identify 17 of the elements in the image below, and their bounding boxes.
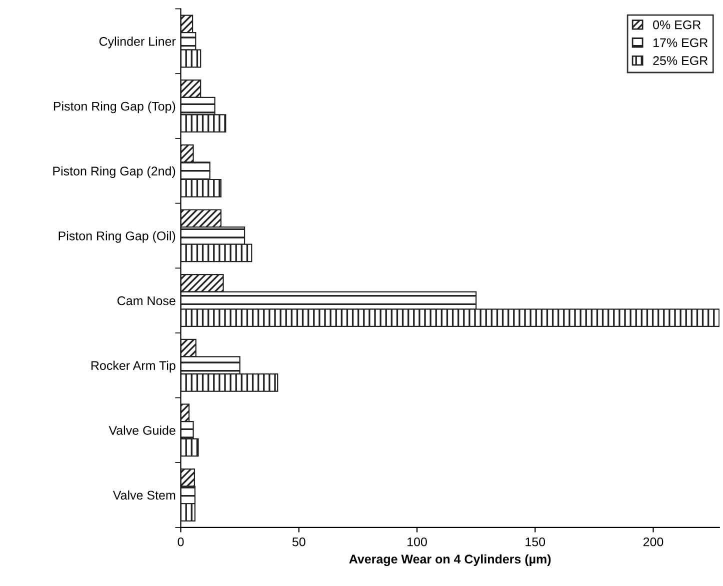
x-tick-label: 100 (408, 537, 427, 546)
legend-label: 25% EGR (653, 56, 708, 66)
y-tick-label: Rocker Arm Tip (91, 360, 176, 372)
x-axis-title: Average Wear on 4 Cylinders (µm) (349, 554, 551, 566)
x-tick-label: 50 (292, 537, 306, 546)
legend-label: 17% EGR (654, 38, 708, 48)
y-tick-label: Piston Ring Gap (2nd) (53, 166, 176, 178)
y-tick-label: Valve Guide (108, 426, 176, 435)
y-tick-label: Valve Stem (112, 490, 176, 500)
legend-label: 0% EGR (653, 20, 701, 30)
y-tick-label: Piston Ring Gap (Top) (54, 102, 176, 114)
y-tick-label: Piston Ring Gap (Oil) (58, 231, 176, 243)
y-tick-label: Cylinder Liner (99, 36, 176, 48)
y-tick-label: Cam Nose (117, 296, 176, 306)
x-tick-label: 200 (643, 537, 664, 546)
x-tick-label: 0 (178, 537, 184, 546)
x-tick-label: 150 (526, 537, 546, 546)
